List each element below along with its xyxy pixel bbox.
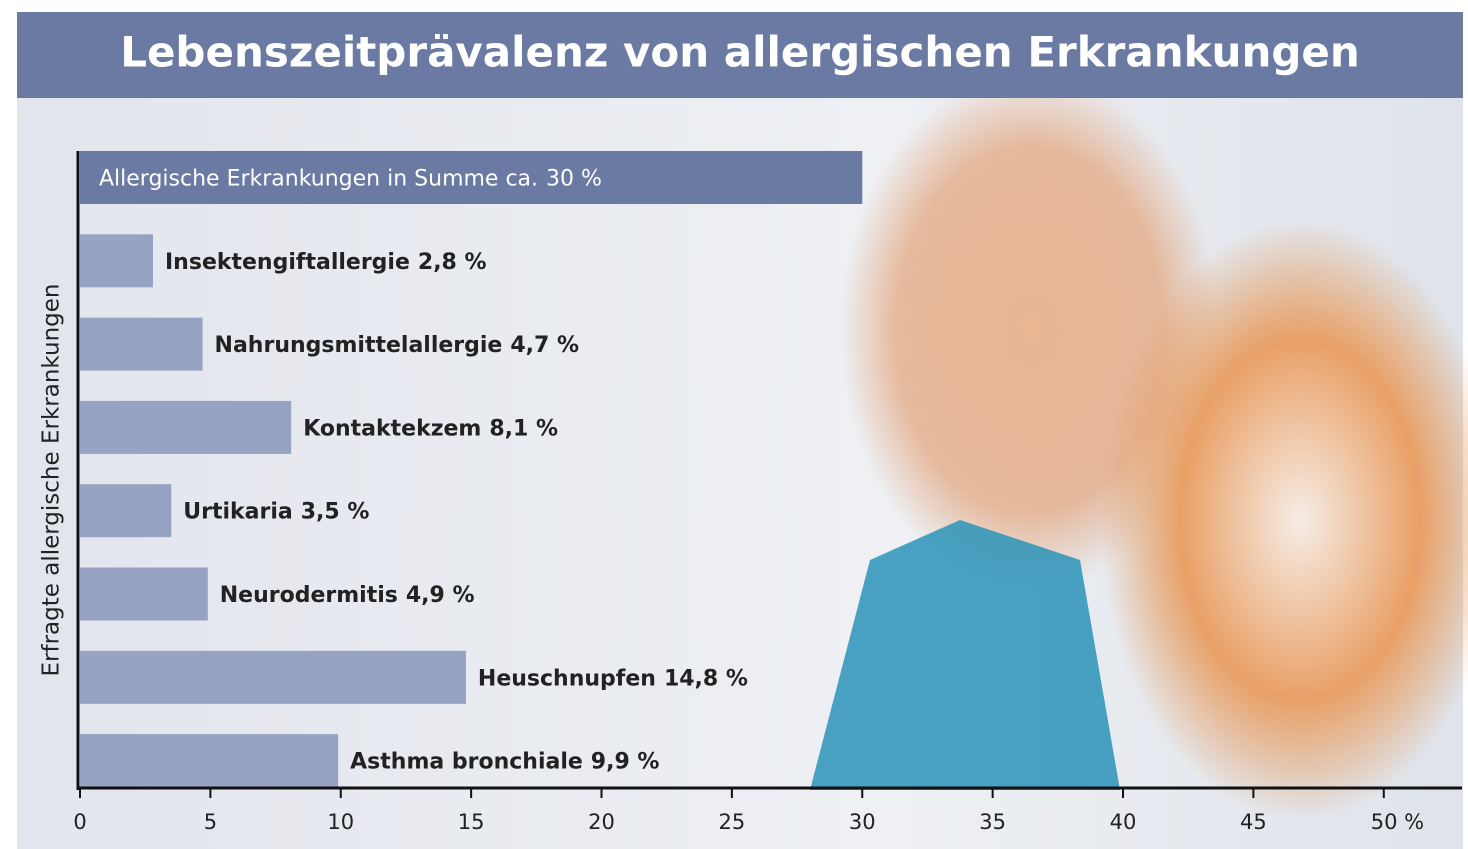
value-label: 30 % bbox=[546, 167, 602, 192]
bar-label: Allergische Erkrankungen in Summe ca. 30 … bbox=[99, 167, 602, 192]
bar-label: Asthma bronchiale 9,9 % bbox=[350, 750, 659, 775]
category-label: Allergische Erkrankungen in Summe ca. bbox=[99, 167, 538, 192]
x-tick-label: 5 bbox=[204, 810, 217, 834]
bar-label: Neurodermitis 4,9 % bbox=[220, 583, 475, 608]
x-tick-label: 20 bbox=[588, 810, 615, 834]
x-tick-label: 50 % bbox=[1371, 810, 1424, 834]
bar bbox=[80, 318, 203, 371]
x-tick-label: 45 bbox=[1240, 810, 1267, 834]
value-label: 8,1 % bbox=[489, 416, 558, 441]
x-tick-label: 40 bbox=[1110, 810, 1137, 834]
x-tick-label: 35 bbox=[979, 810, 1006, 834]
category-label: Asthma bronchiale bbox=[350, 750, 583, 775]
bar bbox=[80, 651, 466, 704]
value-label: 14,8 % bbox=[664, 666, 748, 691]
chart: Lebenszeitprävalenz von allergischen Erk… bbox=[0, 0, 1468, 849]
bar-label: Heuschnupfen 14,8 % bbox=[478, 666, 748, 691]
x-tick-label: 25 bbox=[719, 810, 746, 834]
category-label: Nahrungsmittelallergie bbox=[215, 333, 503, 358]
bar-label: Nahrungsmittelallergie 4,7 % bbox=[215, 333, 579, 358]
value-label: 4,9 % bbox=[406, 583, 475, 608]
bar bbox=[80, 234, 153, 287]
bar-label: Kontaktekzem 8,1 % bbox=[303, 416, 558, 441]
bar bbox=[80, 568, 208, 621]
bar bbox=[80, 484, 171, 537]
x-tick-label: 10 bbox=[327, 810, 354, 834]
value-label: 4,7 % bbox=[510, 333, 579, 358]
bar bbox=[80, 734, 338, 787]
bar-label: Urtikaria 3,5 % bbox=[183, 500, 369, 525]
category-label: Kontaktekzem bbox=[303, 416, 481, 441]
category-label: Insektengiftallergie bbox=[165, 250, 410, 275]
category-label: Neurodermitis bbox=[220, 583, 398, 608]
x-tick-label: 15 bbox=[458, 810, 485, 834]
category-label: Heuschnupfen bbox=[478, 666, 656, 691]
bar-label: Insektengiftallergie 2,8 % bbox=[165, 250, 487, 275]
bar bbox=[80, 401, 291, 454]
value-label: 9,9 % bbox=[591, 750, 660, 775]
category-label: Urtikaria bbox=[183, 500, 292, 525]
x-tick-label: 30 bbox=[849, 810, 876, 834]
y-axis-label: Erfragte allergische Erkrankungen bbox=[39, 284, 65, 677]
page: Lebenszeitprävalenz von allergischen Erk… bbox=[0, 0, 1468, 849]
x-tick-label: 0 bbox=[73, 810, 86, 834]
value-label: 2,8 % bbox=[418, 250, 487, 275]
value-label: 3,5 % bbox=[301, 500, 370, 525]
chart-title: Lebenszeitprävalenz von allergischen Erk… bbox=[120, 28, 1360, 77]
